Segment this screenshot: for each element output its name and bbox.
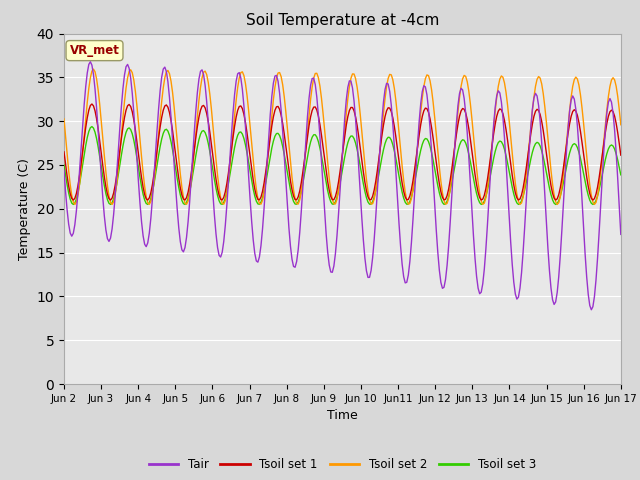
X-axis label: Time: Time xyxy=(327,409,358,422)
Legend: Tair, Tsoil set 1, Tsoil set 2, Tsoil set 3: Tair, Tsoil set 1, Tsoil set 2, Tsoil se… xyxy=(144,454,541,476)
Y-axis label: Temperature (C): Temperature (C) xyxy=(18,158,31,260)
Text: VR_met: VR_met xyxy=(70,44,120,57)
Title: Soil Temperature at -4cm: Soil Temperature at -4cm xyxy=(246,13,439,28)
